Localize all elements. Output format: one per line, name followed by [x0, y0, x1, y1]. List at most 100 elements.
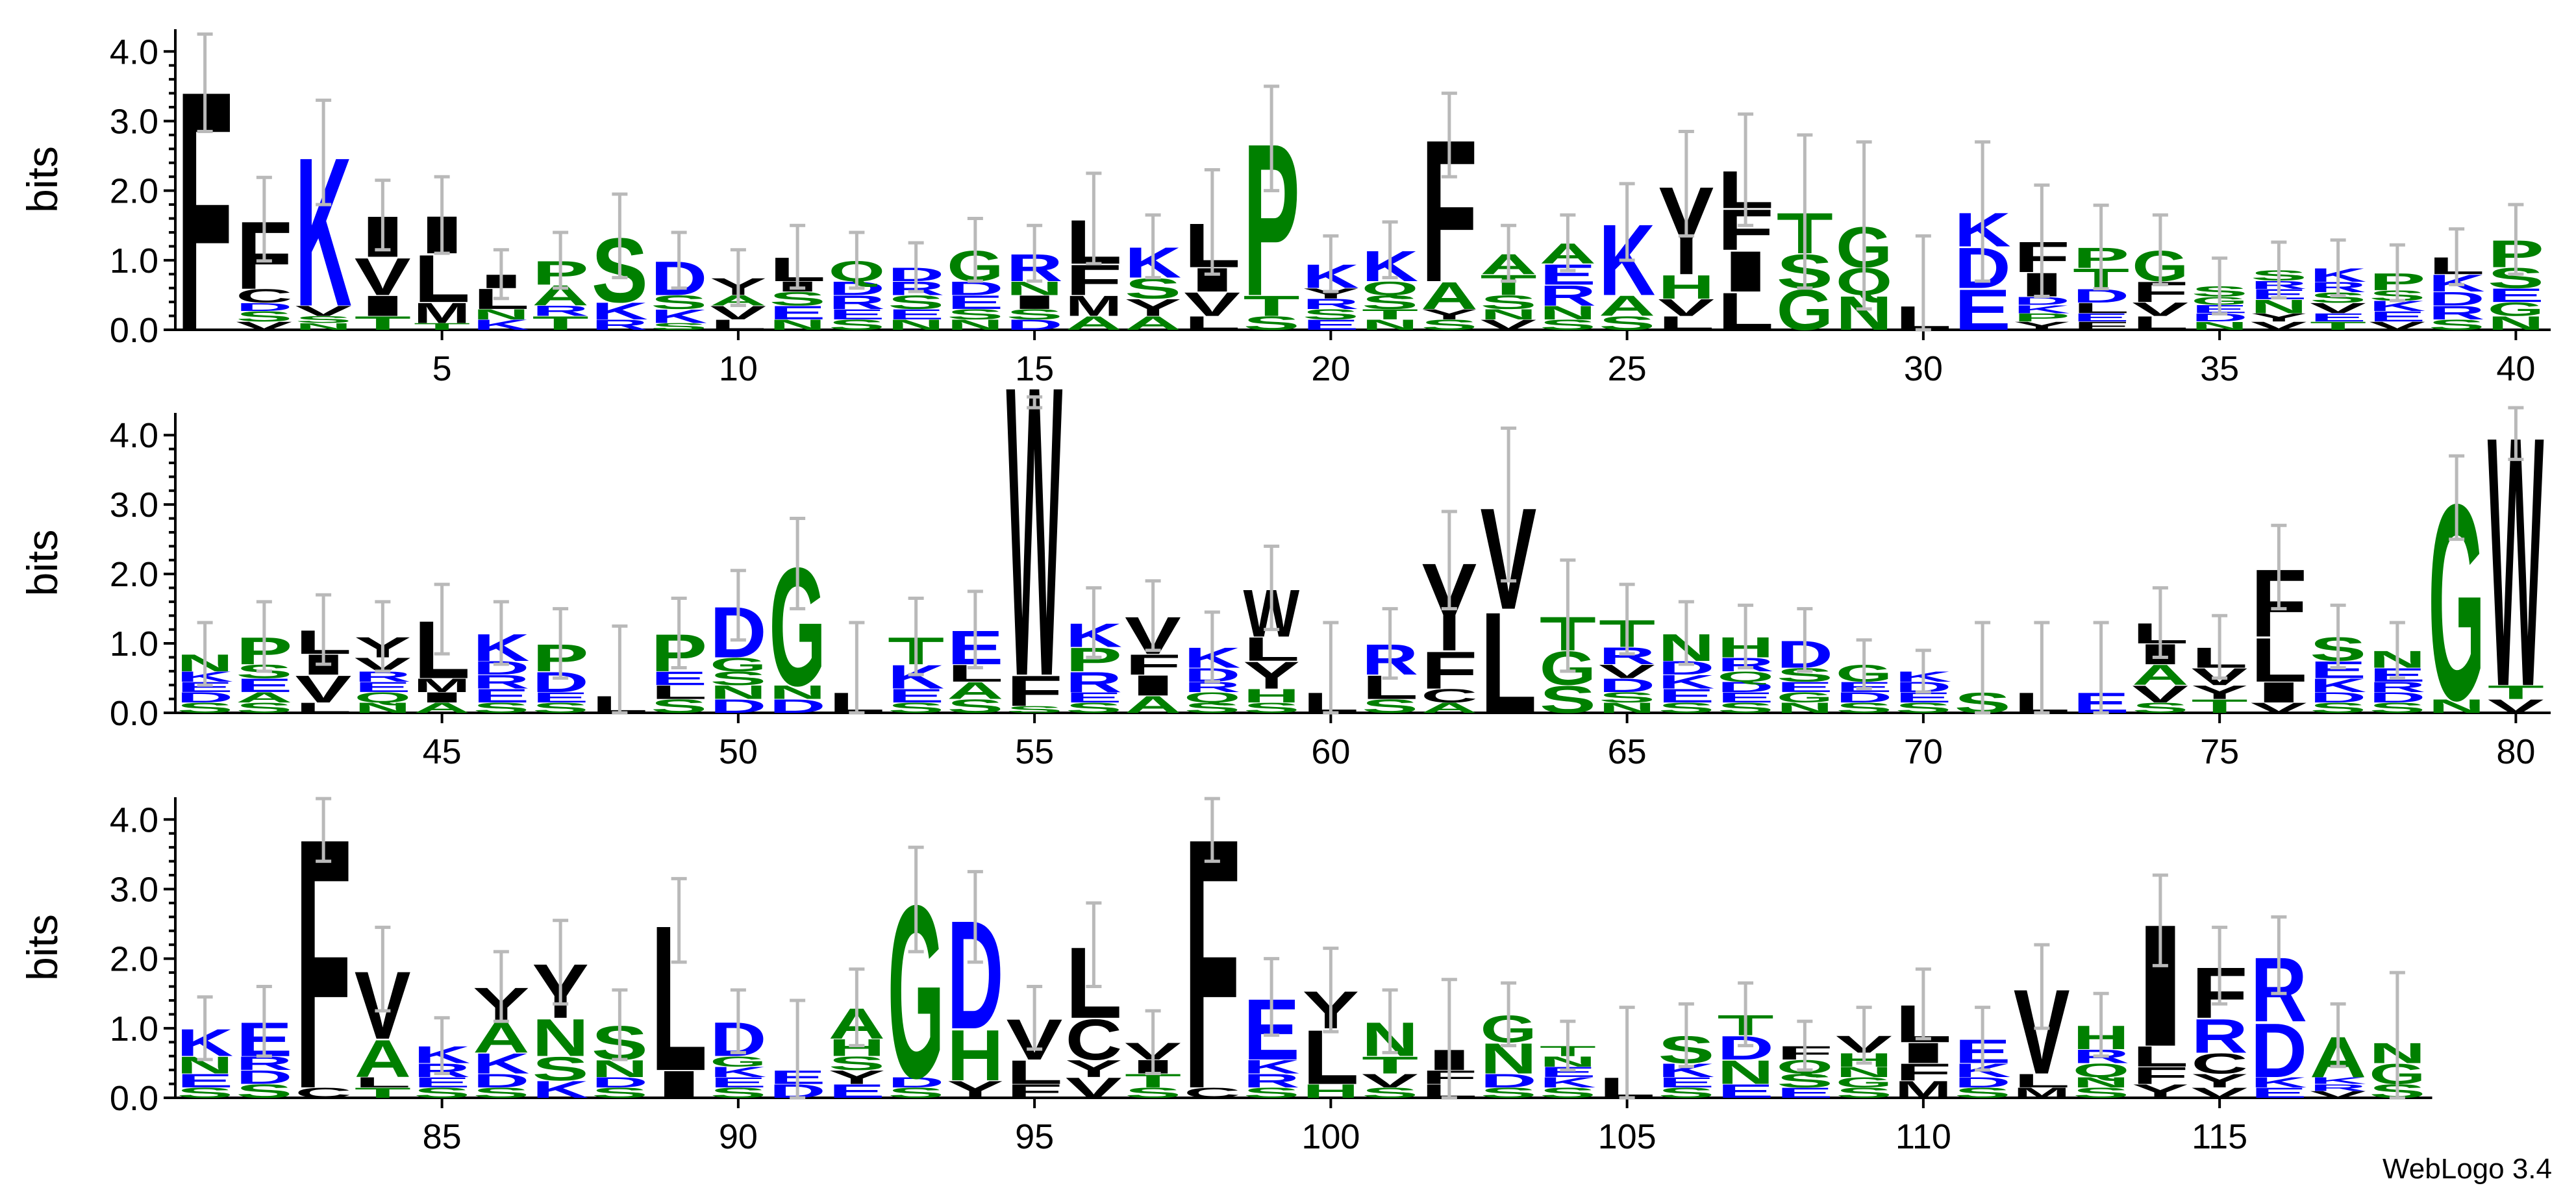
residue-letter: D — [2192, 311, 2248, 324]
stack-pos-98: CF — [1184, 765, 1240, 1164]
residue-letter: D — [2369, 689, 2425, 706]
residue-letter: V — [2369, 319, 2425, 332]
residue-letter: I — [414, 689, 470, 706]
residue-letter: C — [2192, 1048, 2248, 1080]
x-tick-label: 70 — [1904, 732, 1943, 771]
x-tick-label: 15 — [1015, 349, 1054, 388]
residue-letter: S — [2132, 700, 2188, 716]
stack-pos-1: F — [177, 21, 233, 404]
residue-letter: E — [710, 1074, 766, 1091]
residue-letter: R — [1540, 280, 1596, 312]
residue-letter: F — [1007, 1080, 1063, 1102]
residue-letter: E — [888, 685, 944, 706]
residue-letter: S — [1836, 1085, 1892, 1101]
residue-letter: E — [2251, 1085, 2307, 1101]
y-tick-label: 2.0 — [110, 555, 158, 594]
residue-letter: D — [177, 689, 233, 706]
residue-letter: V — [2488, 696, 2544, 717]
residue-letter: C — [236, 285, 292, 306]
stack-pos-31: EDK — [1955, 140, 2011, 342]
residue-letter: V — [295, 303, 352, 319]
residue-letter: V — [295, 668, 352, 711]
residue-letter: T — [2488, 682, 2544, 703]
residue-letter: D — [236, 1066, 292, 1087]
stack-pos-118: SGN — [2369, 971, 2425, 1102]
residue-letter: R — [1303, 296, 1359, 312]
residue-letter: S — [1540, 317, 1596, 333]
residue-letter: V — [2132, 681, 2188, 708]
residue-letter: N — [888, 317, 944, 333]
x-tick-label: 90 — [719, 1117, 758, 1156]
residue-letter: R — [532, 303, 589, 319]
stack-pos-72: L — [2014, 621, 2070, 719]
residue-letter: L — [651, 682, 707, 703]
stack-pos-93: SDG — [888, 845, 944, 1130]
residue-letter: C — [1421, 685, 1477, 706]
residue-letter: S — [532, 1050, 589, 1088]
residue-letter: T — [2192, 695, 2248, 717]
residue-letter: S — [1362, 695, 1418, 717]
residue-letter: N — [1718, 1054, 1774, 1091]
stack-pos-30: L — [1895, 234, 1951, 337]
residue-letter: N — [769, 317, 826, 333]
residue-letter: G — [2488, 299, 2544, 320]
residue-letter: R — [829, 291, 885, 313]
x-tick-label: 80 — [2496, 732, 2535, 771]
stack-pos-25: SAK — [1599, 182, 1655, 334]
y-tick-label: 0.0 — [110, 694, 158, 733]
residue-letter: S — [236, 700, 292, 716]
residue-letter: K — [2014, 303, 2070, 316]
residue-letter: L — [1244, 630, 1300, 668]
residue-letter: D — [710, 695, 766, 717]
stack-pos-29: NQG — [1836, 140, 1892, 340]
residue-letter: S — [888, 1085, 944, 1101]
residue-letter: G — [710, 1054, 766, 1070]
residue-letter: N — [710, 682, 766, 703]
residue-letter: D — [2429, 288, 2485, 309]
stack-pos-89: IL — [651, 876, 707, 1115]
residue-letter: S — [829, 317, 885, 333]
residue-letter: T — [355, 1085, 411, 1101]
residue-letter: S — [1362, 1085, 1418, 1101]
residue-letter: D — [1481, 1070, 1537, 1091]
residue-letter: S — [651, 291, 707, 313]
residue-letter: S — [1777, 1070, 1833, 1091]
residue-letter: T — [355, 312, 411, 334]
residue-letter: E — [1658, 685, 1714, 706]
residue-letter: S — [1955, 1085, 2011, 1101]
residue-letter: A — [1421, 275, 1477, 317]
y-tick-label: 3.0 — [110, 102, 158, 141]
residue-letter: T — [414, 321, 470, 332]
residue-letter: S — [177, 1085, 233, 1101]
residue-letter: N — [1481, 306, 1537, 323]
residue-letter: Y — [2192, 1070, 2248, 1091]
residue-letter: A — [1125, 312, 1181, 334]
residue-letter: E — [651, 668, 707, 689]
residue-letter: F — [1421, 641, 1477, 700]
